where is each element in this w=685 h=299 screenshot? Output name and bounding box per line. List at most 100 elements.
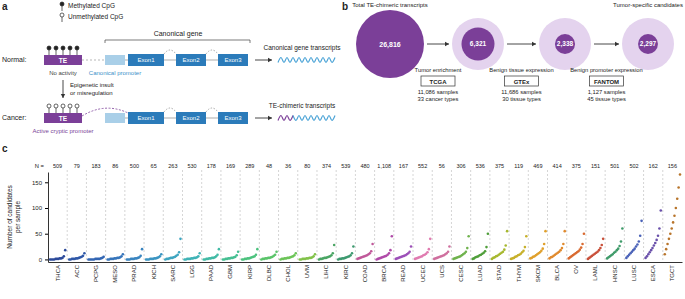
sample-count: 509 (53, 163, 62, 169)
point (543, 243, 546, 246)
plot-area (49, 173, 682, 260)
category-points (606, 227, 624, 259)
point (522, 249, 525, 252)
sample-count: 1,108 (377, 163, 391, 169)
category-points (529, 230, 547, 260)
group-separator (585, 170, 586, 262)
te-note: No activity (49, 70, 77, 76)
cpg-stick (63, 108, 64, 113)
point (235, 254, 238, 257)
category-points (587, 238, 605, 261)
tick-label: THYM (516, 265, 522, 282)
tick: BRCA (381, 265, 387, 282)
stage-outer (539, 18, 591, 70)
point (256, 248, 259, 251)
point (524, 246, 527, 249)
sample-count: 48 (266, 163, 272, 169)
filter-name: Benign tissue expression (489, 67, 553, 73)
sample-count: 56 (439, 163, 445, 169)
stage-circle (638, 34, 658, 54)
sample-count: 480 (360, 163, 369, 169)
point (237, 250, 240, 253)
tick-label: LIHC (323, 264, 329, 278)
tick: OV (573, 265, 579, 274)
tick-label: UCEC (420, 264, 426, 282)
point (83, 252, 86, 255)
exon-label: Exon3 (224, 57, 242, 63)
tick-label: 0 (39, 257, 43, 263)
tick-label: TGCT (669, 265, 675, 282)
point (255, 254, 258, 257)
tick: ESCA (650, 265, 656, 281)
arrow-shaft (507, 44, 536, 45)
tick-label: COAD (362, 264, 368, 282)
group-separator (413, 170, 414, 262)
tick: GBM (227, 265, 233, 279)
canonical-promoter (105, 55, 125, 65)
arrow-head (61, 94, 65, 98)
tick: UCS (439, 265, 445, 278)
figure-svg: aMethylated CpGUnmethylated CpGCanonical… (0, 0, 685, 299)
sample-count: 79 (74, 163, 80, 169)
cpg-stick (63, 50, 64, 55)
tick-label: KIRC (343, 264, 349, 279)
cpg-stick (77, 108, 78, 113)
point (410, 245, 413, 248)
te-element (44, 55, 82, 65)
exon-label: Exon2 (182, 115, 200, 121)
stage-outer (452, 18, 504, 70)
axis-title: per sample (14, 201, 22, 234)
point (429, 238, 432, 241)
tick-label: UCS (439, 265, 445, 278)
tick-label: 50 (35, 231, 42, 237)
exon (128, 54, 164, 66)
canonical-promoter (105, 113, 125, 123)
sample-count: 36 (285, 163, 291, 169)
arrow-head (615, 42, 619, 46)
arrow-head (268, 58, 272, 62)
sample-count: 169 (226, 163, 235, 169)
point (657, 234, 660, 237)
stage-circle (461, 27, 494, 60)
point (294, 252, 297, 255)
sample-count: 501 (610, 163, 619, 169)
tick: BLCA (554, 265, 560, 281)
group-separator (336, 170, 337, 262)
tick: LUAD (477, 264, 483, 281)
category-points (87, 256, 105, 261)
point (141, 248, 144, 251)
point (428, 248, 431, 251)
group-separator (432, 170, 433, 262)
source-box (590, 76, 624, 86)
point (602, 238, 605, 241)
point (669, 232, 672, 235)
transcript-label: TE-chimeric transcripts (269, 102, 336, 110)
category-points (471, 232, 489, 260)
sample-count: 502 (629, 163, 638, 169)
point (659, 209, 662, 212)
point (503, 248, 506, 251)
transcript-gene-part (293, 116, 335, 121)
gene-bracket (105, 40, 250, 43)
point (655, 239, 658, 242)
tick: ACC (74, 264, 80, 277)
tick: COAD (362, 264, 368, 282)
group-separator (643, 170, 644, 262)
point (179, 238, 182, 241)
point (640, 220, 643, 223)
transcript (278, 58, 335, 63)
point (621, 227, 624, 230)
category-points (202, 248, 220, 261)
category-points (375, 235, 393, 261)
cpg-unmethylated (60, 13, 64, 17)
cpg-unmethylated (47, 104, 51, 108)
cpg-methylated (61, 46, 65, 50)
legend-label: Unmethylated CpG (68, 13, 123, 21)
category-points (164, 238, 182, 261)
point (617, 247, 620, 250)
stage-value: 26,816 (379, 41, 401, 49)
category-points (414, 238, 432, 261)
point (314, 253, 317, 256)
tick-label: LUSC (631, 264, 637, 281)
point (198, 252, 201, 255)
